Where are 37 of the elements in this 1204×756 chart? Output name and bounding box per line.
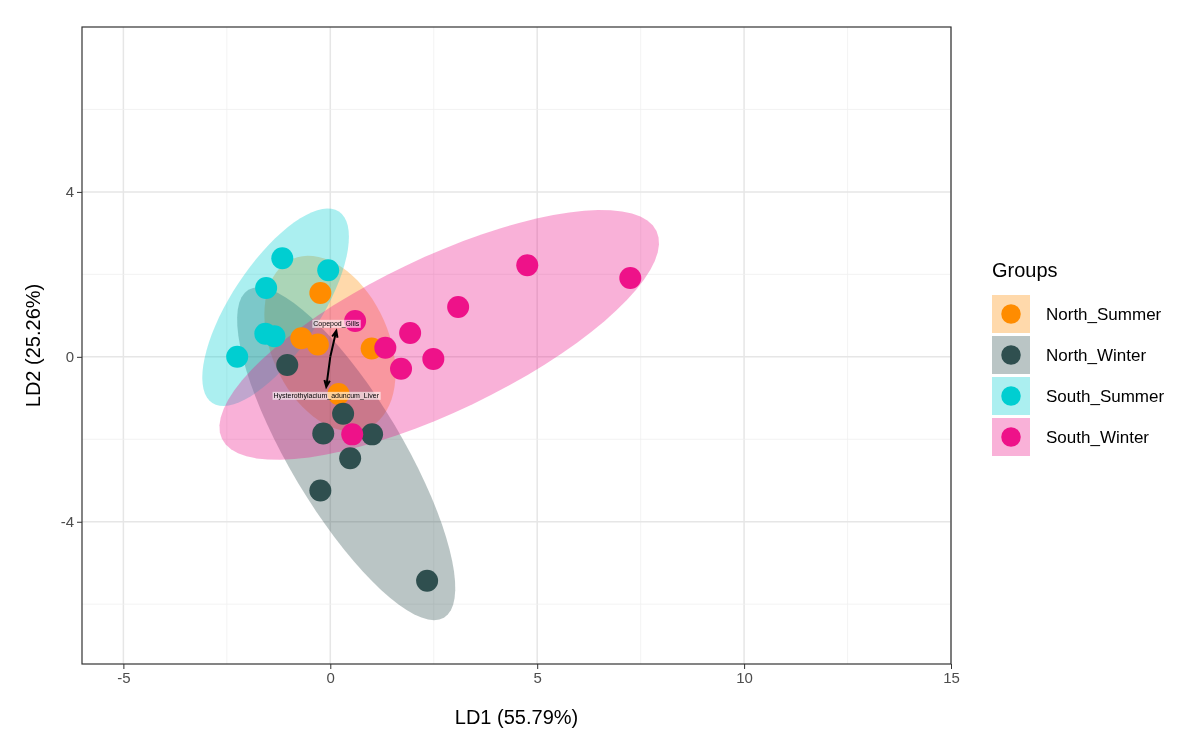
point <box>341 423 364 446</box>
y-axis-title: LD2 (25.26%) <box>22 283 44 408</box>
point <box>309 479 332 502</box>
point <box>416 569 439 592</box>
legend-label: South_Summer <box>1046 387 1165 406</box>
point <box>306 333 329 356</box>
legend-title: Groups <box>992 259 1058 281</box>
point <box>447 295 470 318</box>
point <box>374 336 397 359</box>
point <box>226 345 249 368</box>
x-tick-label: 5 <box>533 668 542 686</box>
point <box>312 422 335 445</box>
y-tick-label: 0 <box>65 348 74 366</box>
legend-label: North_Summer <box>1046 305 1162 324</box>
point <box>390 357 413 380</box>
point <box>399 321 422 344</box>
x-tick-label: 0 <box>326 668 335 686</box>
x-axis-title: LD1 (55.79%) <box>454 706 579 728</box>
point <box>516 254 539 277</box>
point <box>339 447 362 470</box>
point <box>619 267 642 290</box>
legend-label: North_Winter <box>1046 346 1147 365</box>
x-tick-label: 10 <box>736 668 753 686</box>
point <box>255 277 278 299</box>
point <box>332 402 355 425</box>
y-tick-label: 4 <box>65 183 74 201</box>
point <box>317 259 340 282</box>
legend-label: South_Winter <box>1046 428 1150 447</box>
point <box>271 247 294 270</box>
point <box>422 347 445 370</box>
point <box>276 354 299 377</box>
point <box>309 281 332 304</box>
y-tick-label: -4 <box>60 513 74 531</box>
x-tick-label: 15 <box>943 668 960 686</box>
point <box>361 423 384 446</box>
x-tick-label: -5 <box>117 668 131 686</box>
point <box>290 327 313 350</box>
